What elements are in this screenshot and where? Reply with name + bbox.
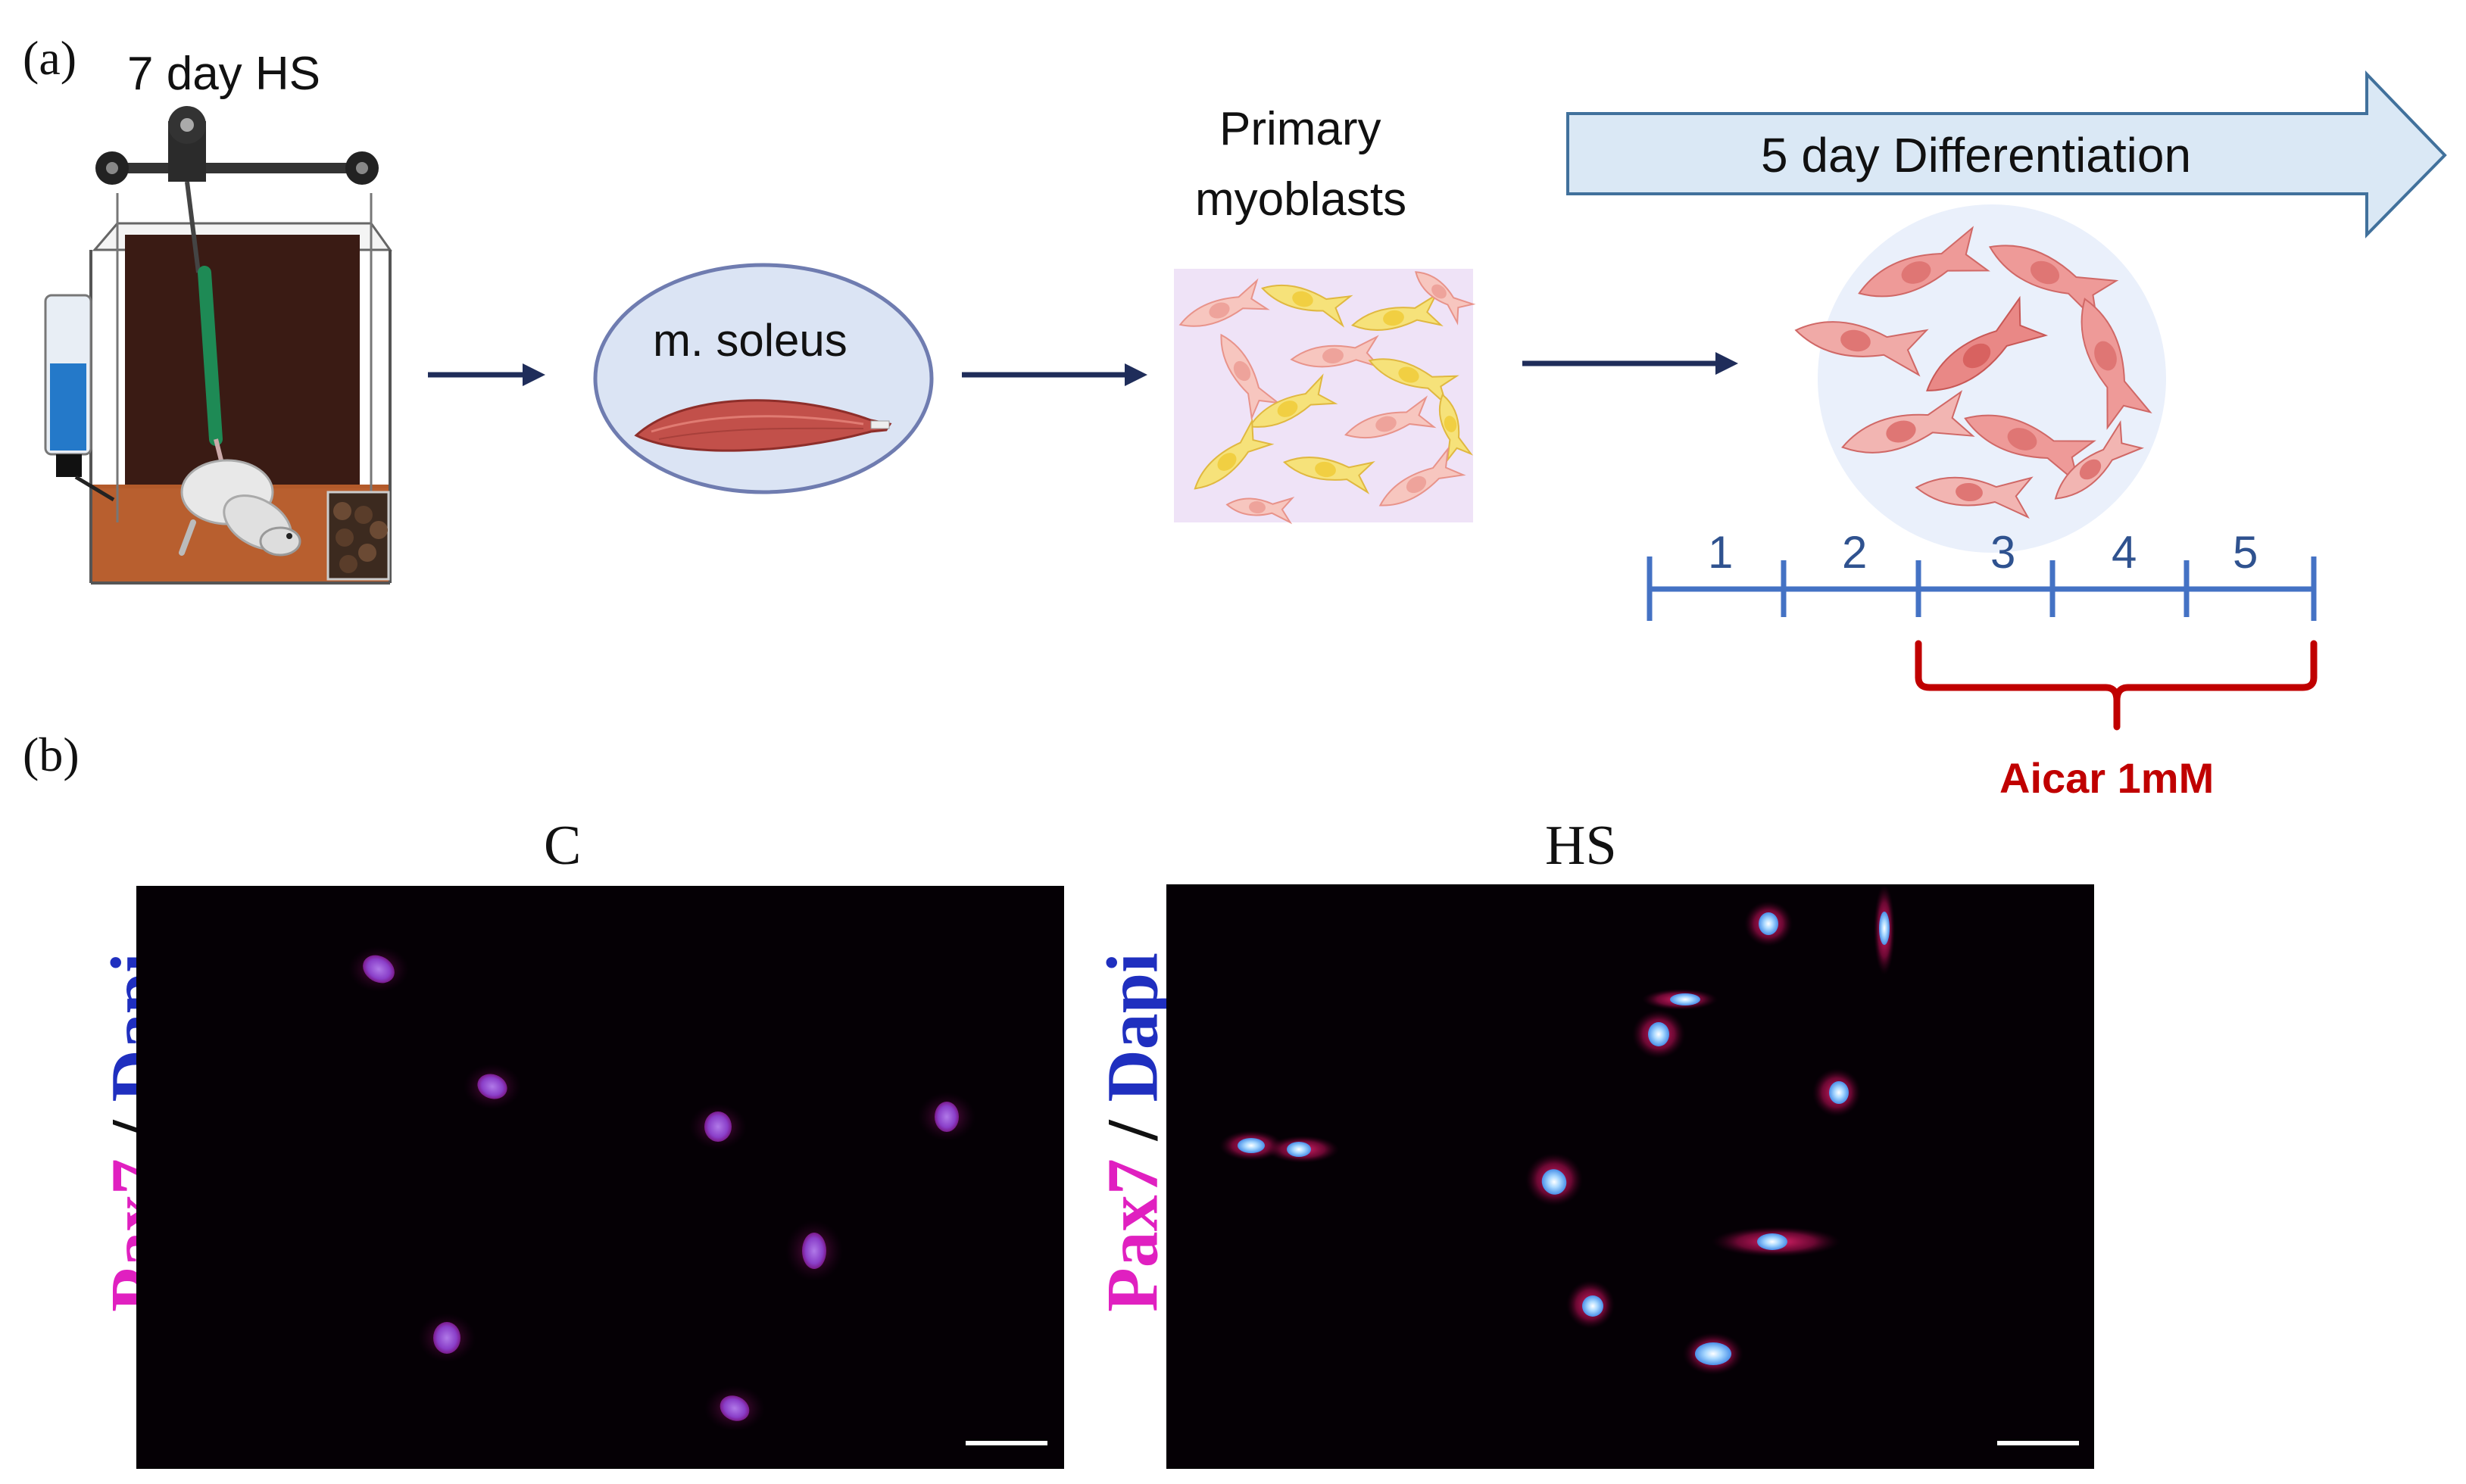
myoblast-label-line1: Primary — [1219, 103, 1381, 155]
condition-title-hs: HS — [1545, 815, 1617, 877]
primary-myoblasts-illustration — [1174, 269, 1476, 525]
day-tick-1: 1 — [1708, 527, 1734, 578]
hs-title: 7 day HS — [127, 48, 321, 100]
stain-separator: / — [1091, 1102, 1173, 1159]
day-tick-3: 3 — [1990, 527, 2016, 578]
micrograph-c — [136, 886, 1064, 1469]
myoblast-label-line2: myoblasts — [1195, 173, 1407, 226]
differentiation-label: 5 day Differentiation — [1761, 128, 2192, 182]
flow-arrows — [428, 352, 1738, 386]
dapi-label: Dapi — [1091, 952, 1173, 1102]
differentiation-arrow — [1566, 70, 2447, 238]
hindlimb-suspension-cage-illustration — [44, 106, 392, 585]
m-soleus-muscle-illustration — [593, 263, 934, 494]
muscle-label: m. soleus — [653, 315, 847, 366]
day-tick-5: 5 — [2233, 527, 2258, 578]
scale-bar-c — [966, 1441, 1047, 1445]
panel-b-label: (b) — [23, 728, 80, 781]
differentiated-cells-illustration — [1794, 204, 2166, 553]
micrograph-hs-cells — [1219, 884, 1895, 1375]
stain-label-hs: Pax7 / Dapi — [1091, 943, 1175, 1322]
treatment-label: Aicar 1mM — [1999, 754, 2215, 802]
micrograph-c-cells — [348, 946, 975, 1431]
day-tick-2: 2 — [1842, 527, 1868, 578]
condition-title-c: C — [544, 815, 582, 877]
day-tick-4: 4 — [2112, 527, 2137, 578]
aicar-treatment-bracket — [1915, 640, 2318, 731]
day-timeline — [1647, 556, 2317, 621]
panel-a-label: (a) — [23, 31, 77, 85]
micrograph-hs — [1166, 884, 2094, 1469]
scale-bar-hs — [1997, 1441, 2079, 1445]
pax7-label: Pax7 — [1091, 1158, 1173, 1312]
